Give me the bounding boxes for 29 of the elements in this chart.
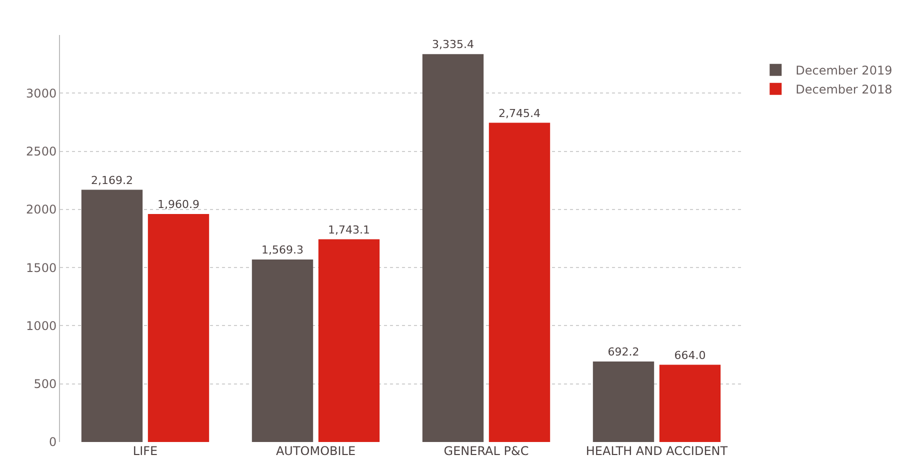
data-label: 692.2: [608, 346, 640, 359]
y-tick-label: 0: [48, 435, 57, 450]
bar: [592, 362, 654, 442]
x-tick-label: AUTOMOBILE: [276, 444, 356, 458]
x-tick-label: LIFE: [132, 444, 158, 458]
bar: [422, 54, 484, 442]
y-tick-label: 2500: [26, 144, 57, 158]
data-label: 1,960.9: [158, 198, 200, 211]
data-label: 1,569.3: [262, 244, 304, 257]
bar: [81, 190, 143, 442]
x-tick-label: HEALTH AND ACCIDENT: [586, 444, 728, 458]
x-tick-label: GENERAL P&C: [444, 444, 529, 458]
legend-label: December 2018: [796, 82, 892, 97]
y-tick-label: 1000: [26, 318, 57, 333]
y-tick-label: 2000: [26, 202, 57, 217]
bar: [148, 214, 210, 442]
data-label: 1,743.1: [328, 223, 370, 236]
legend-label: December 2019: [796, 64, 892, 78]
bar: [252, 260, 314, 442]
data-label: 2,169.2: [91, 174, 133, 187]
bar: [488, 122, 550, 442]
data-label: 664.0: [674, 348, 706, 362]
y-tick-label: 3000: [26, 86, 57, 100]
data-label: 2,745.4: [498, 106, 540, 120]
data-label: 3,335.4: [432, 38, 474, 52]
y-tick-label: 500: [34, 377, 57, 392]
bar: [318, 239, 380, 442]
bar: [659, 364, 721, 442]
y-tick-label: 1500: [26, 260, 57, 275]
